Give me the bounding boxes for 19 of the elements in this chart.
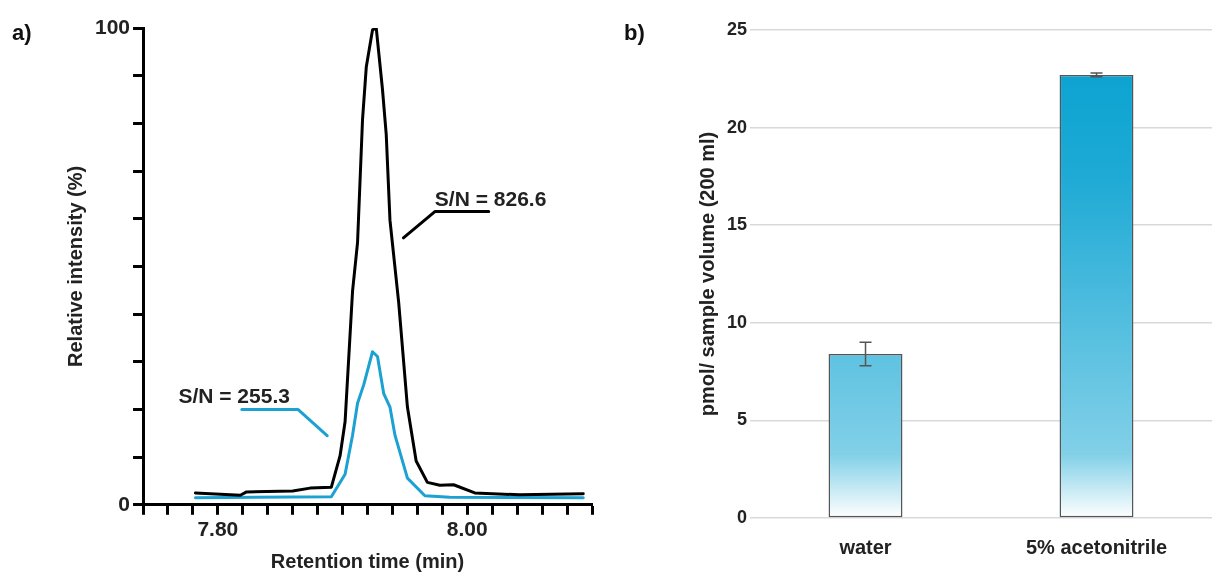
y-tick-label: 5 bbox=[737, 409, 748, 430]
x-tick-label: 7.80 bbox=[197, 517, 239, 541]
x-tick-label: 8.00 bbox=[446, 517, 488, 541]
annotation: S/N = 826.6 bbox=[434, 186, 547, 210]
x-tick-label: 5% acetonitrile bbox=[1025, 535, 1168, 558]
y-axis-title: Relative intensity (%) bbox=[63, 165, 86, 367]
y-tick-label: 100 bbox=[94, 14, 131, 38]
y-axis-title: pmol/ sample volume (200 ml) bbox=[695, 131, 718, 417]
y-tick-label: 10 bbox=[726, 311, 748, 332]
annotation: S/N = 255.3 bbox=[178, 384, 290, 408]
y-tick-label: 20 bbox=[726, 116, 748, 137]
chart-title: b) bbox=[624, 20, 645, 45]
y-tick-label: 0 bbox=[118, 491, 131, 515]
y-tick-label: 25 bbox=[726, 18, 748, 39]
x-axis-title: Retention time (min) bbox=[270, 549, 465, 572]
x-tick-label: water bbox=[838, 535, 892, 558]
y-tick-label: 15 bbox=[726, 214, 748, 235]
chart-title: a) bbox=[12, 20, 32, 45]
y-tick-label: 0 bbox=[737, 506, 748, 527]
